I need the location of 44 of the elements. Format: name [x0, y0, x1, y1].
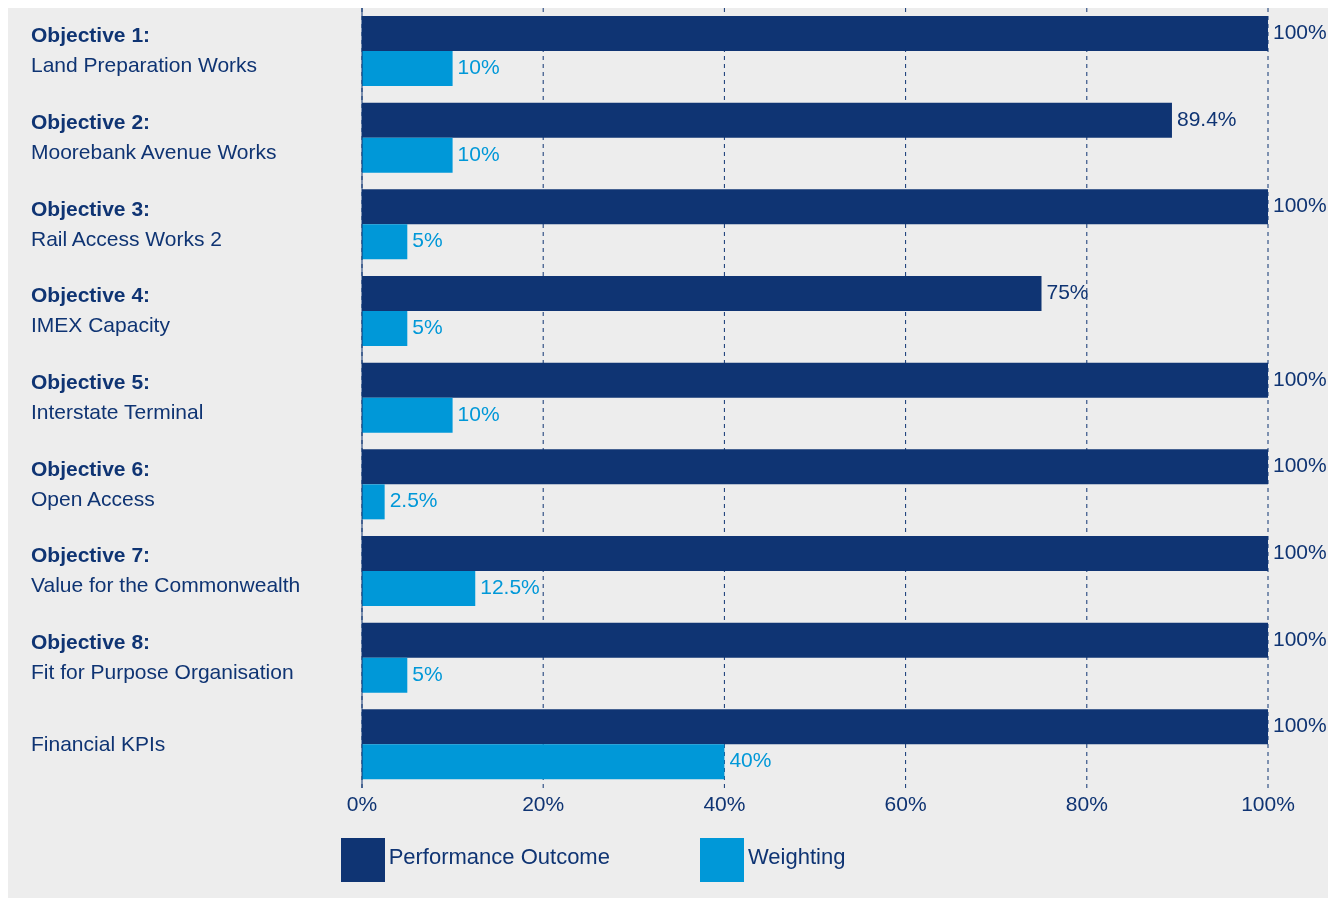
data-label: 100%	[1273, 626, 1327, 650]
bar	[362, 484, 385, 520]
data-label: 5%	[412, 228, 443, 252]
data-label: 40%	[729, 748, 772, 772]
data-label: 2.5%	[389, 488, 438, 512]
x-tick-label: 100%	[1241, 791, 1295, 815]
bar	[362, 571, 476, 606]
data-label: 10%	[457, 141, 500, 165]
data-label: 10%	[457, 401, 500, 425]
data-label: 100%	[1273, 540, 1327, 564]
x-tick-label: 80%	[1065, 791, 1108, 815]
y-tick-label: Objective 8: Fit for Purpose Organisation	[31, 629, 294, 683]
bar	[362, 137, 453, 173]
bar	[362, 657, 408, 693]
data-label: 10%	[457, 55, 500, 79]
data-label: 5%	[412, 315, 443, 339]
data-label: 100%	[1273, 193, 1327, 217]
data-label: 100%	[1273, 453, 1327, 477]
y-tick-label: Objective 3: Rail Access Works 2	[31, 196, 222, 250]
x-tick-label: 40%	[703, 791, 746, 815]
y-tick-label: Objective 7: Value for the Commonwealth	[31, 542, 301, 596]
bar	[362, 51, 453, 86]
y-tick-label: Objective 6: Open Access	[31, 456, 155, 510]
data-label: 100%	[1273, 713, 1327, 737]
y-tick-label: Financial KPIs	[31, 731, 166, 755]
data-label: 5%	[412, 661, 443, 685]
y-tick-label: Objective 2: Moorebank Avenue Works	[31, 109, 277, 163]
bar	[362, 397, 453, 433]
bar	[362, 311, 408, 346]
y-tick-label: Objective 5: Interstate Terminal	[31, 369, 204, 423]
data-label: 12.5%	[480, 575, 540, 599]
data-label: 100%	[1273, 366, 1327, 390]
x-tick-label: 60%	[884, 791, 927, 815]
data-label: 75%	[1046, 280, 1089, 304]
bar	[362, 224, 408, 260]
x-tick-label: 20%	[522, 791, 565, 815]
bar	[362, 744, 725, 780]
data-label: 100%	[1273, 20, 1327, 44]
data-label: 89.4%	[1176, 106, 1237, 130]
x-tick-label: 0%	[346, 791, 378, 815]
y-tick-label: Objective 1: Land Preparation Works	[31, 22, 258, 76]
legend-label: Performance Outcome	[388, 843, 610, 869]
y-tick-label: Objective 4: IMEX Capacity	[31, 282, 171, 336]
legend-label: Weighting	[747, 843, 846, 869]
